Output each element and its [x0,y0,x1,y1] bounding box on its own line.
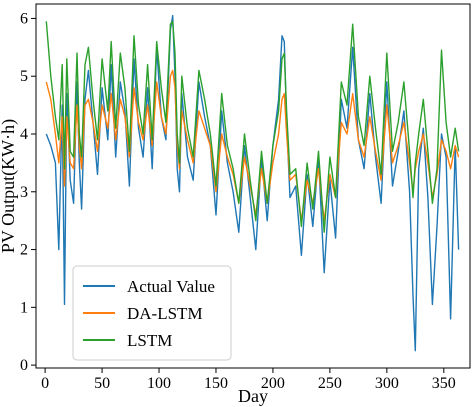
legend-label-0: Actual Value [127,277,215,296]
legend-label-2: LSTM [127,331,172,350]
x-tick-label: 250 [318,375,342,392]
x-tick-label: 300 [375,375,399,392]
y-tick-label: 6 [20,10,28,27]
x-tick-label: 150 [204,375,228,392]
series-line-1 [45,69,460,222]
plot-lines [45,14,460,352]
plot-frame [35,3,471,369]
x-axis-label: Day [238,386,268,406]
x-tick-label: 200 [261,375,285,392]
y-tick-label: 2 [20,242,28,259]
y-tick-label: 5 [20,68,28,85]
y-axis-label: PV Output(KW·h) [0,119,19,253]
y-tick-label: 3 [20,184,28,201]
y-axis: 0 1 2 3 4 5 6 [20,10,36,374]
x-tick-label: 0 [41,375,49,392]
legend-box [72,265,232,361]
series-line-2 [45,20,460,233]
legend: Actual Value DA-LSTM LSTM [72,265,232,361]
y-tick-label: 1 [20,299,28,316]
x-tick-label: 100 [147,375,171,392]
x-tick-label: 350 [432,375,456,392]
series-line-0 [45,14,460,352]
x-axis: 0 50 100 150 200 250 300 350 [41,368,456,392]
y-tick-label: 0 [20,357,28,374]
legend-label-1: DA-LSTM [127,304,203,323]
y-tick-label: 4 [20,126,28,143]
x-tick-label: 50 [94,375,110,392]
